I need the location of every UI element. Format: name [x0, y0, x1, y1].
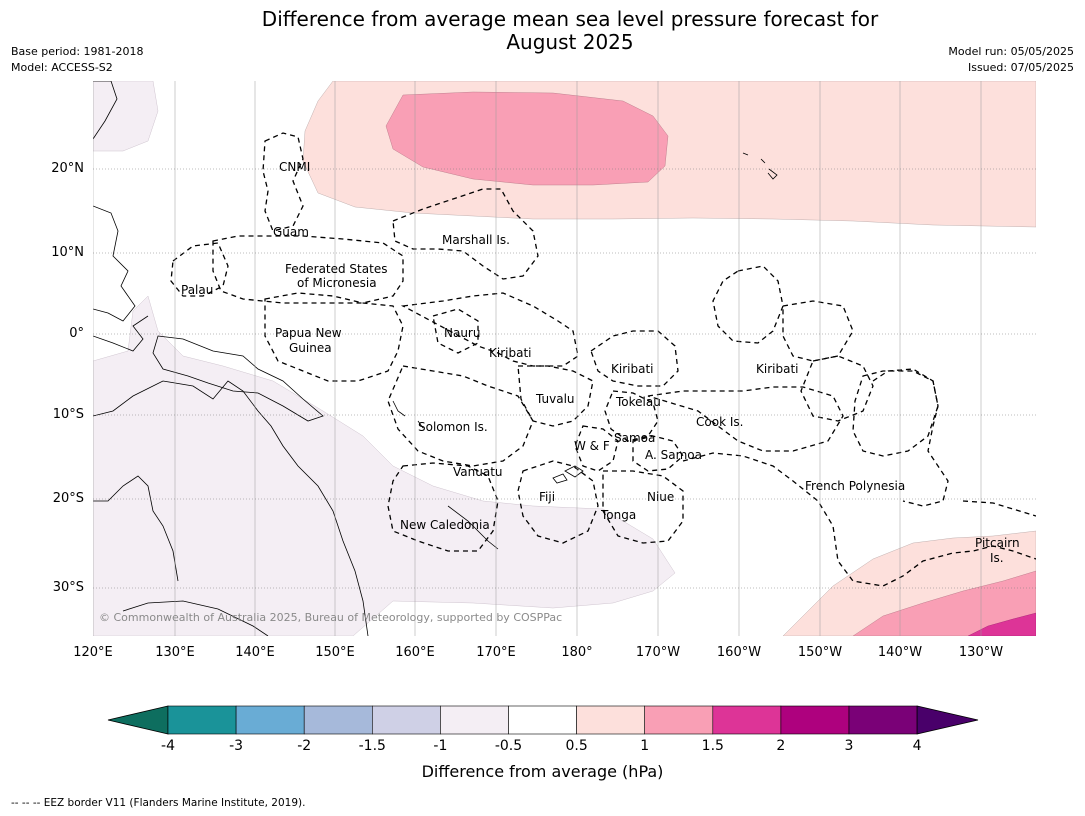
anomaly-positive-strong-southeast: [967, 612, 1036, 636]
longitude-tick-label: 160°W: [716, 645, 762, 660]
colorbar-tick-label: 3: [844, 738, 854, 754]
longitude-tick-label: 120°E: [73, 645, 113, 660]
colorbar-segment: [440, 705, 509, 735]
place-label: W & F: [574, 439, 610, 453]
latitude-tick-label: 20°S: [52, 491, 84, 506]
longitude-tick-label: 170°E: [476, 645, 516, 660]
colorbar: [107, 705, 979, 735]
longitude-tick-label: 180°: [561, 645, 593, 660]
latitude-tick-label: 30°S: [52, 580, 84, 595]
latitude-tick-label: 10°S: [52, 407, 84, 422]
longitude-tick-label: 130°E: [155, 645, 195, 660]
place-label: Palau: [181, 283, 213, 297]
place-label: Tokelau: [615, 395, 661, 409]
place-label: Papua New: [275, 326, 342, 340]
place-label: French Polynesia: [805, 479, 905, 493]
colorbar-segment: [508, 705, 577, 735]
place-label: Vanuatu: [453, 465, 503, 479]
model-name: Model: ACCESS-S2: [11, 61, 113, 74]
colorbar-segment: [303, 705, 373, 735]
map-panel: CNMI Guam Marshall Is. Federated States …: [93, 81, 1036, 636]
place-label: Nauru: [444, 326, 480, 340]
longitude-tick-label: 130°W: [958, 645, 1004, 660]
place-label: Fiji: [539, 490, 555, 504]
longitude-tick-label: 150°E: [315, 645, 355, 660]
colorbar-extend-low: [107, 705, 169, 735]
meta-right: Model run: 05/05/2025 Issued: 07/05/2025: [948, 44, 1074, 76]
place-label: Marshall Is.: [442, 233, 510, 247]
place-label: CNMI: [279, 160, 310, 174]
place-label: Federated States: [285, 262, 387, 276]
colorbar-title: Difference from average (hPa): [421, 762, 664, 781]
place-label: of Micronesia: [297, 276, 377, 290]
colorbar-tick-label: -3: [229, 738, 244, 754]
place-label: Niue: [647, 490, 674, 504]
eez-borders: [170, 132, 1036, 587]
place-labels: CNMI Guam Marshall Is. Federated States …: [181, 160, 1020, 565]
place-label: Solomon Is.: [418, 420, 488, 434]
title-line-2: August 2025: [506, 30, 634, 54]
land-outlines: [93, 81, 778, 636]
colorbar-segment: [167, 705, 237, 735]
anomaly-positive-mid-southeast: [852, 570, 1036, 636]
place-label: Pitcairn: [975, 536, 1020, 550]
eez-legend-note: -- -- -- EEZ border V11 (Flanders Marine…: [11, 797, 306, 809]
colorbar-segment: [712, 705, 782, 735]
colorbar-segment: [235, 705, 305, 735]
model-run: Model run: 05/05/2025: [948, 45, 1074, 58]
title-line-1: Difference from average mean sea level p…: [261, 7, 879, 31]
issued-date: Issued: 07/05/2025: [967, 61, 1074, 74]
place-label: Kiribati: [756, 362, 798, 376]
colorbar-tick-label: -4: [161, 738, 175, 754]
colorbar-tick-label: -1: [433, 738, 448, 754]
colorbar-extend-high: [916, 705, 979, 735]
place-label: Guinea: [289, 341, 332, 355]
anomaly-positive-mid-north: [385, 91, 669, 186]
longitude-tick-label: 140°W: [877, 645, 923, 660]
colorbar-segment: [780, 705, 850, 735]
place-label: Kiribati: [611, 362, 653, 376]
latitude-tick-label: 10°N: [51, 245, 84, 260]
place-label: Samoa: [614, 431, 655, 445]
latitude-tick-label: 0°: [69, 326, 84, 341]
latitude-tick-label: 20°N: [51, 161, 84, 176]
anomaly-negative-faint-south: [93, 295, 676, 636]
anomaly-negative-faint-west: [93, 81, 159, 152]
colorbar-segment: [371, 705, 441, 735]
place-label: Guam: [273, 225, 309, 239]
colorbar-tick-label: -2: [297, 738, 312, 754]
colorbar-segment: [644, 705, 714, 735]
colorbar-tick-label: -1.5: [358, 738, 386, 754]
colorbar-tick-label: 1: [640, 738, 650, 754]
place-label: New Caledonia: [400, 518, 490, 532]
meta-left: Base period: 1981-2018 Model: ACCESS-S2: [11, 44, 143, 76]
map-title: Difference from average mean sea level p…: [0, 8, 1085, 54]
place-label: A. Samoa: [645, 448, 702, 462]
colorbar-tick-label: 4: [912, 738, 922, 754]
map-credit: © Commonwealth of Australia 2025, Bureau…: [99, 611, 562, 624]
place-label: Cook Is.: [696, 415, 743, 429]
colorbar-tick-label: 1.5: [701, 738, 724, 754]
place-label: Tonga: [600, 508, 636, 522]
place-label: Tuvalu: [535, 392, 575, 406]
colorbar-tick-label: 0.5: [565, 738, 588, 754]
place-label: Is.: [990, 551, 1004, 565]
colorbar-tick-label: 2: [776, 738, 786, 754]
longitude-tick-label: 140°E: [235, 645, 275, 660]
gridlines: [93, 81, 1036, 636]
colorbar-segment: [848, 705, 918, 735]
longitude-tick-label: 170°W: [635, 645, 681, 660]
colorbar-tick-label: -0.5: [494, 738, 523, 754]
place-label: Kiribati: [489, 346, 531, 360]
base-period: Base period: 1981-2018: [11, 45, 144, 58]
longitude-tick-label: 150°W: [797, 645, 843, 660]
colorbar-segment: [576, 705, 645, 735]
longitude-tick-label: 160°E: [395, 645, 435, 660]
